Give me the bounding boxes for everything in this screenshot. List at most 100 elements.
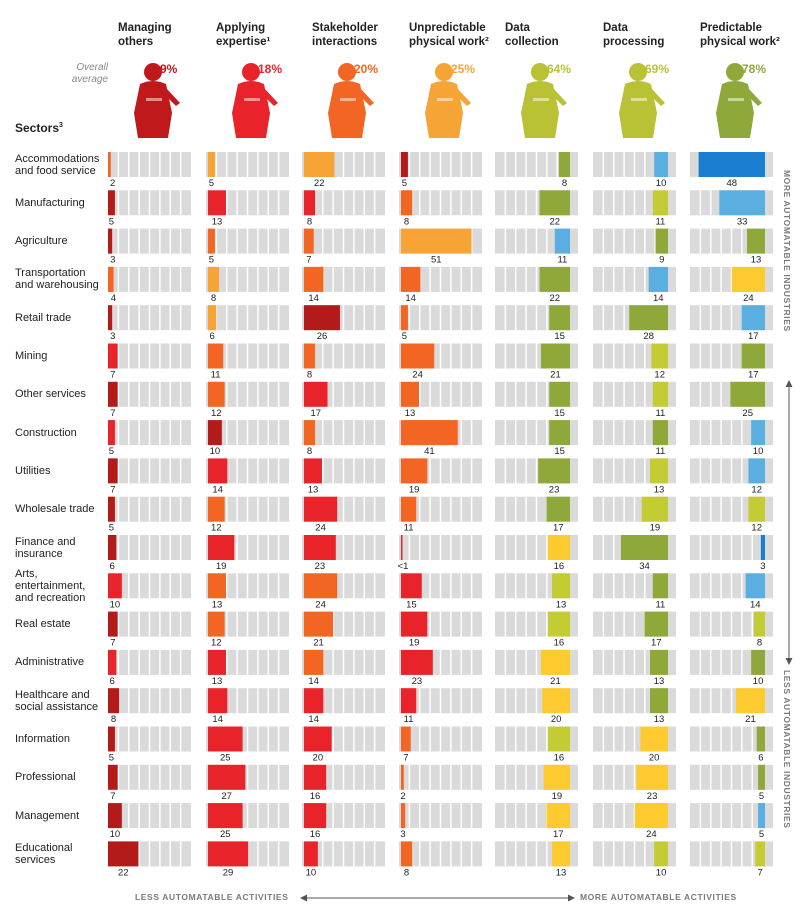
value-label: 15	[554, 446, 565, 457]
overall-average-label: Overall average	[71, 62, 108, 85]
column-header: Managing others	[118, 22, 172, 48]
sector-label: Wholesale trade	[15, 503, 95, 516]
value-bar	[208, 458, 228, 484]
value-label: 6	[110, 676, 115, 687]
value-bar	[558, 152, 570, 177]
value-label: 11	[655, 216, 665, 227]
value-label: 14	[308, 676, 319, 687]
value-label: 27	[221, 791, 232, 802]
value-label: 20	[551, 714, 562, 725]
value-bar	[108, 688, 120, 714]
value-bar	[304, 535, 336, 560]
vertical-double-arrow-icon	[785, 380, 793, 665]
value-label: 23	[412, 676, 423, 687]
value-bar	[304, 190, 316, 216]
value-bar	[745, 573, 765, 599]
value-label: 10	[110, 599, 121, 610]
value-label: 41	[424, 446, 435, 457]
value-label: 10	[753, 676, 764, 687]
value-label: 24	[412, 370, 423, 381]
value-label: 16	[310, 791, 321, 802]
value-bar	[634, 803, 668, 829]
sector-label: Management	[15, 809, 80, 822]
value-bar	[401, 496, 417, 522]
value-label: 8	[404, 216, 409, 227]
value-bar	[401, 841, 413, 867]
value-bar	[208, 420, 222, 446]
value-label: 5	[402, 178, 407, 189]
value-label: 3	[760, 561, 765, 572]
value-label: 16	[554, 753, 565, 764]
value-label: 19	[409, 638, 420, 649]
value-bar	[641, 496, 668, 522]
overall-average-value: 9%	[160, 62, 178, 76]
value-label: 20	[649, 753, 660, 764]
value-bar	[629, 305, 668, 331]
value-label: 6	[758, 753, 763, 764]
value-bar	[401, 305, 408, 331]
value-label: 11	[404, 523, 414, 534]
value-label: 15	[554, 331, 565, 342]
value-bar	[735, 688, 765, 714]
value-label: 7	[758, 867, 763, 878]
value-bar	[304, 305, 340, 331]
value-label: 24	[646, 829, 657, 840]
value-label: 29	[223, 867, 234, 878]
value-bar	[304, 343, 316, 369]
value-label: 10	[656, 178, 667, 189]
overall-average-value: 78%	[742, 62, 767, 76]
value-bar	[108, 649, 117, 675]
value-label: 16	[554, 561, 565, 572]
value-label: 13	[654, 676, 665, 687]
value-bar	[304, 688, 324, 714]
value-bar	[751, 649, 765, 675]
column-header: Stakeholder interactions	[312, 22, 378, 48]
value-label: 5	[209, 178, 214, 189]
value-label: 13	[212, 599, 223, 610]
value-bar	[654, 152, 668, 177]
value-bar	[543, 764, 570, 790]
value-bar	[208, 305, 217, 331]
value-label: 19	[552, 791, 563, 802]
value-bar	[108, 841, 139, 867]
value-label: 15	[406, 599, 417, 610]
value-label: 8	[307, 216, 312, 227]
value-bar	[208, 803, 243, 829]
sector-label: Transportation and warehousing	[15, 267, 99, 292]
value-bar	[747, 228, 765, 254]
worker-figure-icon	[425, 63, 471, 138]
value-label: 8	[111, 714, 116, 725]
value-bar	[652, 381, 668, 407]
value-label: 48	[727, 178, 738, 189]
value-bar	[108, 266, 114, 292]
value-bar	[401, 649, 433, 675]
value-label: 2	[400, 791, 405, 802]
value-bar	[758, 764, 765, 790]
value-bar	[755, 841, 765, 867]
value-label: 3	[110, 331, 115, 342]
value-bar	[698, 152, 765, 177]
value-bar	[636, 764, 668, 790]
value-bar	[208, 764, 246, 790]
value-label: 7	[110, 370, 115, 381]
value-label: 17	[748, 370, 759, 381]
value-label: 26	[317, 331, 328, 342]
value-bar	[652, 420, 668, 446]
value-bar	[304, 496, 338, 522]
value-label: 17	[651, 638, 662, 649]
value-label: 15	[554, 408, 565, 419]
value-label: 14	[308, 714, 319, 725]
value-label: <1	[398, 561, 409, 572]
value-label: 14	[750, 599, 761, 610]
value-bar	[108, 803, 122, 829]
column-header: Applying expertise¹	[216, 22, 271, 48]
value-bar	[547, 726, 570, 752]
value-label: 11	[655, 446, 665, 457]
value-bar	[401, 573, 422, 599]
value-label: 25	[220, 753, 231, 764]
value-bar	[542, 688, 570, 714]
value-label: 8	[211, 293, 216, 304]
value-label: 16	[554, 638, 565, 649]
value-bar	[756, 726, 765, 752]
value-label: 7	[403, 753, 408, 764]
